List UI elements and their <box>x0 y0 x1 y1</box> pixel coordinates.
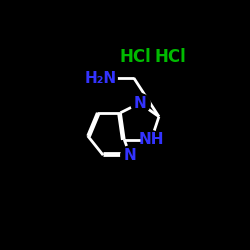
Text: NH: NH <box>138 132 164 147</box>
Text: HCl: HCl <box>154 48 186 66</box>
Text: N: N <box>124 148 136 162</box>
Text: N: N <box>133 96 146 111</box>
Text: HCl: HCl <box>120 48 152 66</box>
Text: H₂N: H₂N <box>85 70 117 86</box>
